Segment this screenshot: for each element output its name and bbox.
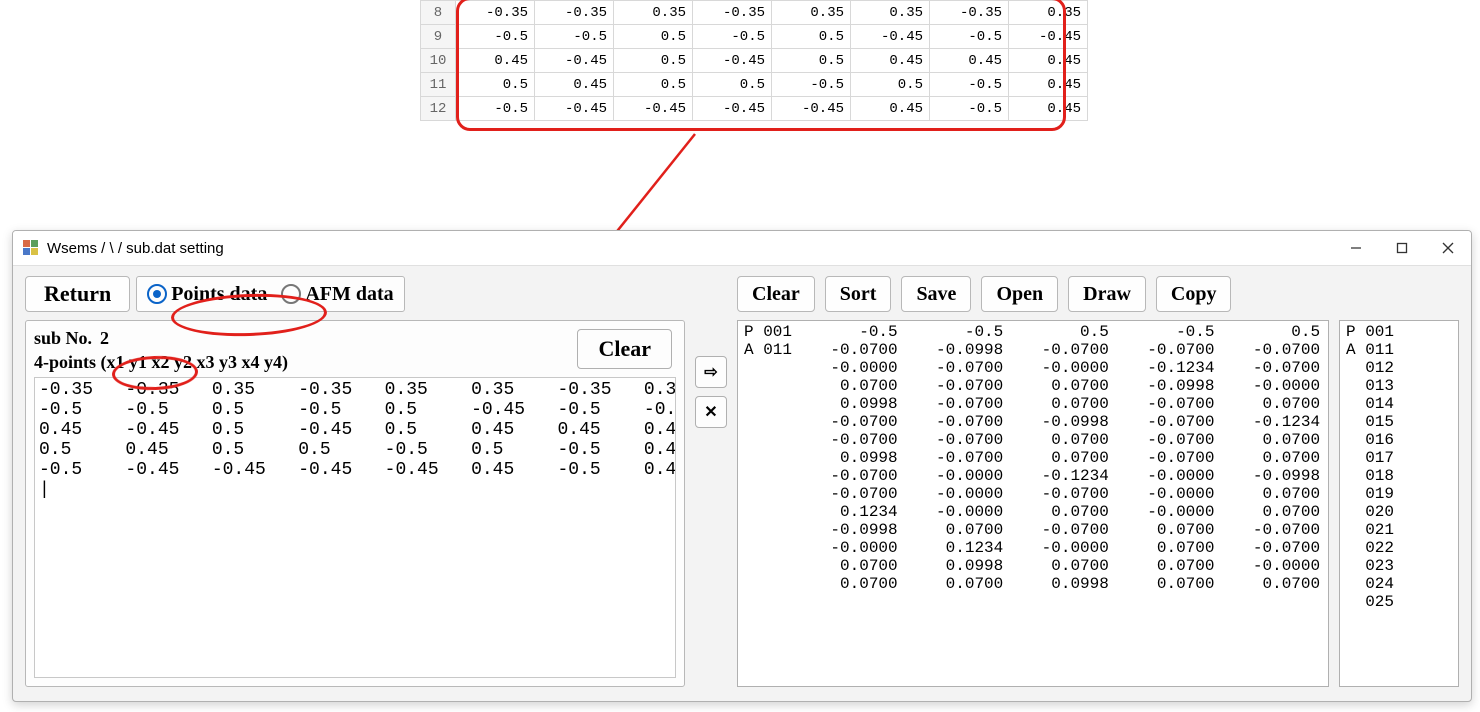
window-title: Wsems / \ / sub.dat setting	[47, 240, 224, 257]
mid-buttons: ⇨ ✕	[695, 356, 727, 687]
table-cell: 0.45	[535, 73, 614, 97]
minimize-button[interactable]	[1333, 231, 1379, 265]
radio-afm-data[interactable]: AFM data	[281, 283, 393, 306]
table-cell: -0.5	[930, 97, 1009, 121]
table-cell: -0.45	[1009, 25, 1088, 49]
table-cell: 0.45	[851, 97, 930, 121]
row-header: 11	[421, 73, 456, 97]
draw-button[interactable]: Draw	[1068, 276, 1146, 312]
table-cell: 0.5	[614, 25, 693, 49]
table-cell: 0.45	[930, 49, 1009, 73]
points-textarea[interactable]	[34, 377, 676, 678]
table-cell: -0.45	[693, 49, 772, 73]
remove-button[interactable]: ✕	[695, 396, 727, 428]
row-header: 12	[421, 97, 456, 121]
radio-afm-label: AFM data	[305, 283, 393, 306]
table-cell: -0.5	[930, 25, 1009, 49]
output-wide-textbox[interactable]: P 001 -0.5 -0.5 0.5 -0.5 0.5 A 011 -0.07…	[737, 320, 1329, 687]
app-icon	[23, 240, 39, 256]
copy-button[interactable]: Copy	[1156, 276, 1232, 312]
table-cell: 0.5	[693, 73, 772, 97]
clear-button[interactable]: Clear	[737, 276, 815, 312]
table-cell: 0.35	[614, 1, 693, 25]
close-button[interactable]	[1425, 231, 1471, 265]
table-cell: -0.5	[772, 73, 851, 97]
data-mode-radio-group: Points data AFM data	[136, 276, 404, 312]
table-cell: 0.45	[1009, 49, 1088, 73]
table-cell: 0.5	[851, 73, 930, 97]
sub-no-input[interactable]	[98, 327, 162, 350]
spreadsheet-table: 8-0.35-0.350.35-0.350.350.35-0.350.359-0…	[420, 0, 1088, 121]
maximize-button[interactable]	[1379, 231, 1425, 265]
left-framed-panel: sub No. 4-points (x1 y1 x2 y2 x3 y3 x4 y…	[25, 320, 685, 687]
sort-button[interactable]: Sort	[825, 276, 892, 312]
spreadsheet-snippet: 8-0.35-0.350.35-0.350.350.35-0.350.359-0…	[420, 0, 1088, 121]
left-toolbar: Return Points data AFM data	[25, 276, 685, 312]
table-cell: -0.45	[614, 97, 693, 121]
table-cell: 0.35	[1009, 1, 1088, 25]
close-icon: ✕	[704, 402, 717, 422]
table-cell: -0.45	[693, 97, 772, 121]
save-button[interactable]: Save	[901, 276, 971, 312]
table-cell: -0.45	[772, 97, 851, 121]
table-cell: 0.45	[1009, 73, 1088, 97]
radio-points-data[interactable]: Points data	[147, 283, 267, 306]
right-panel: Clear SortSave Open Draw Copy P 001 -0.5 -0.…	[737, 276, 1459, 687]
row-header: 10	[421, 49, 456, 73]
table-cell: 0.5	[772, 49, 851, 73]
radio-checked-icon	[147, 284, 167, 304]
row-header: 9	[421, 25, 456, 49]
table-cell: 0.5	[772, 25, 851, 49]
table-cell: -0.45	[535, 97, 614, 121]
client-area: Return Points data AFM data sub No.	[13, 266, 1471, 701]
titlebar: Wsems / \ / sub.dat setting	[13, 231, 1471, 266]
table-cell: -0.45	[851, 25, 930, 49]
transfer-right-button[interactable]: ⇨	[695, 356, 727, 388]
open-button[interactable]: Open	[981, 276, 1058, 312]
table-cell: -0.35	[535, 1, 614, 25]
radio-unchecked-icon	[281, 284, 301, 304]
table-cell: 0.5	[456, 73, 535, 97]
table-cell: -0.5	[535, 25, 614, 49]
table-cell: 0.45	[851, 49, 930, 73]
clear-left-button[interactable]: Clear	[577, 329, 672, 369]
output-narrow-textbox[interactable]: P 001 A 011 012 013 014 015 016 017 018 …	[1339, 320, 1459, 687]
table-cell: 0.5	[614, 49, 693, 73]
table-cell: -0.5	[456, 97, 535, 121]
table-cell: 0.45	[1009, 97, 1088, 121]
return-button[interactable]: Return	[25, 276, 130, 312]
app-window: Wsems / \ / sub.dat setting Return Point…	[12, 230, 1472, 702]
table-cell: -0.35	[456, 1, 535, 25]
table-cell: 0.35	[772, 1, 851, 25]
table-cell: 0.5	[614, 73, 693, 97]
table-cell: 0.35	[851, 1, 930, 25]
table-cell: -0.45	[535, 49, 614, 73]
sub-no-label: sub No.	[34, 328, 92, 349]
table-cell: -0.5	[930, 73, 1009, 97]
radio-points-label: Points data	[171, 283, 267, 306]
table-cell: -0.35	[930, 1, 1009, 25]
right-toolbar: Clear SortSave Open Draw Copy	[737, 276, 1459, 312]
right-body: P 001 -0.5 -0.5 0.5 -0.5 0.5 A 011 -0.07…	[737, 320, 1459, 687]
table-cell: -0.35	[693, 1, 772, 25]
table-cell: -0.5	[693, 25, 772, 49]
table-cell: 0.45	[456, 49, 535, 73]
arrow-right-icon: ⇨	[704, 362, 717, 382]
left-panel: Return Points data AFM data sub No.	[25, 276, 685, 687]
row-header: 8	[421, 1, 456, 25]
table-cell: -0.5	[456, 25, 535, 49]
